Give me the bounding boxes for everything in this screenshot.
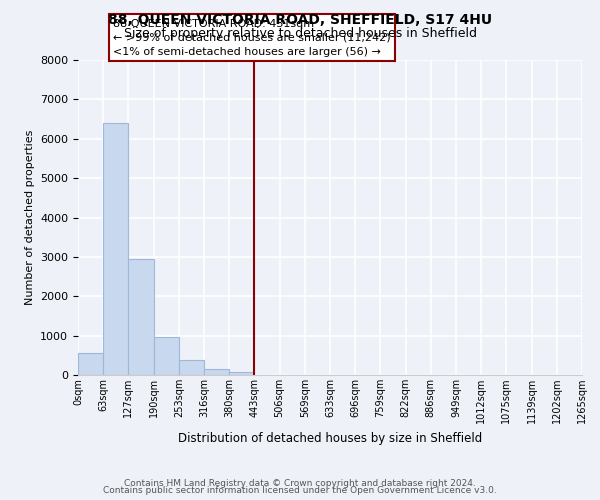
Text: 88 QUEEN VICTORIA ROAD: 431sqm
← >99% of detached houses are smaller (11,242)
<1: 88 QUEEN VICTORIA ROAD: 431sqm ← >99% of… <box>113 19 391 57</box>
Bar <box>103 123 128 375</box>
Y-axis label: Number of detached properties: Number of detached properties <box>25 130 35 305</box>
Text: Contains public sector information licensed under the Open Government Licence v3: Contains public sector information licen… <box>103 486 497 495</box>
Text: Contains HM Land Registry data © Crown copyright and database right 2024.: Contains HM Land Registry data © Crown c… <box>124 478 476 488</box>
Bar <box>128 259 154 375</box>
Bar <box>229 372 254 375</box>
Text: 88, QUEEN VICTORIA ROAD, SHEFFIELD, S17 4HU: 88, QUEEN VICTORIA ROAD, SHEFFIELD, S17 … <box>108 12 492 26</box>
Bar <box>78 353 103 375</box>
X-axis label: Distribution of detached houses by size in Sheffield: Distribution of detached houses by size … <box>178 432 482 444</box>
Bar <box>204 368 229 375</box>
Text: Size of property relative to detached houses in Sheffield: Size of property relative to detached ho… <box>124 28 476 40</box>
Bar <box>154 336 179 375</box>
Bar <box>179 360 204 375</box>
